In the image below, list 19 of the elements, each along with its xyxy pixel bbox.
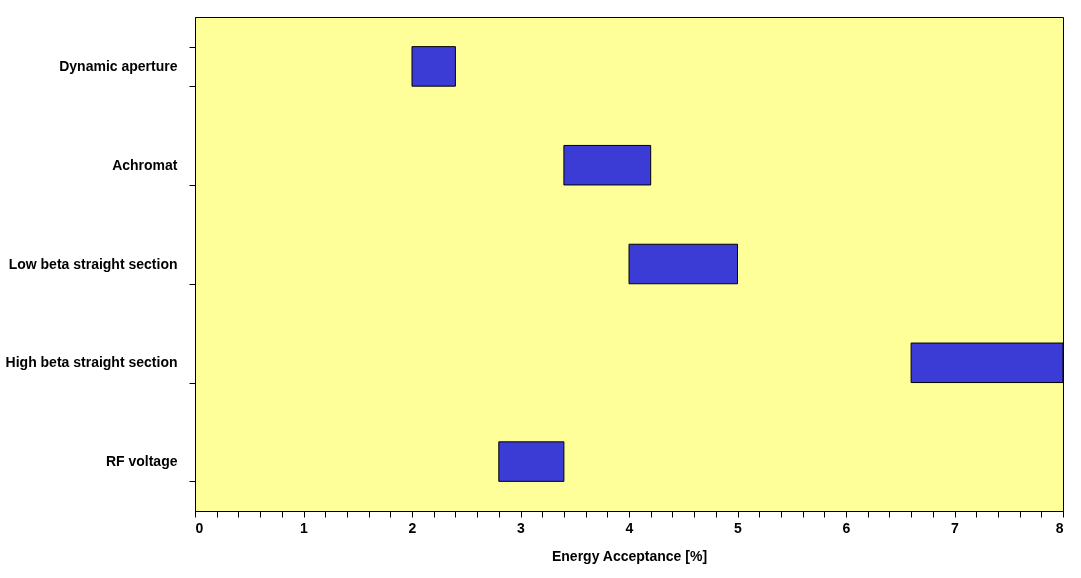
x-tick-label: 6 (842, 519, 851, 536)
x-tick-label: 5 (734, 519, 743, 536)
bar (498, 441, 565, 482)
x-axis-title: Energy Acceptance [%] (551, 547, 708, 564)
y-tick-label: Dynamic aperture (59, 57, 178, 74)
x-tick-label: 3 (517, 519, 526, 536)
y-tick-label: Achromat (112, 156, 178, 173)
x-tick-label: 7 (951, 519, 960, 536)
bar (628, 243, 738, 285)
x-tick-label: 8 (1055, 519, 1064, 536)
x-tick-label: 2 (408, 519, 417, 536)
y-tick-label: Low beta straight section (8, 255, 178, 272)
bar (563, 144, 652, 186)
bar (411, 46, 456, 87)
x-tick-label: 1 (300, 519, 309, 536)
x-tick-label: 0 (195, 519, 204, 536)
x-tick-label: 4 (625, 519, 634, 536)
y-tick-label: RF voltage (105, 453, 178, 470)
y-tick-label: High beta straight section (5, 354, 178, 371)
